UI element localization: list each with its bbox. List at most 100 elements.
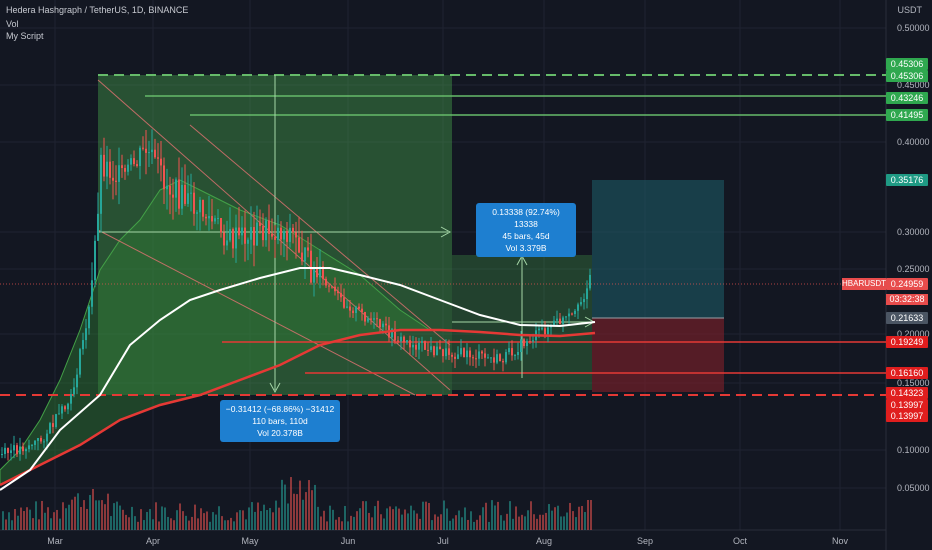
volume-bar [506,513,508,530]
volume-bar [518,516,520,530]
candle-body [172,194,174,198]
candle-body [148,152,150,154]
volume-bar [197,518,199,530]
volume-bar [569,502,571,530]
price-badge-current: 0.24959 [886,278,928,290]
volume-bar [401,514,403,530]
candle-body [277,227,279,240]
volume-bar [341,521,343,530]
volume-bar [281,479,283,530]
volume-bar [263,504,265,530]
candle-body [1,454,3,456]
candle-body [514,355,516,357]
volume-bar [200,508,202,530]
candle-body [328,285,330,287]
volume-bar [575,517,577,530]
volume-bar [386,508,388,530]
volume-bar [104,504,106,530]
candle-body [319,266,321,278]
candle-body [553,320,555,326]
volume-bar [356,511,358,530]
volume-bar [407,513,409,530]
candle-body [166,185,168,190]
volume-bar [584,512,586,530]
symbol-legend[interactable]: Hedera Hashgraph / TetherUS, 1D, BINANCE [6,5,189,15]
candle-body [37,437,39,441]
candle-body [289,227,291,242]
candle-body [58,413,60,415]
channel-line [97,229,416,396]
candle-body [34,440,36,445]
measure-down-line: 110 bars, 110d [252,416,308,426]
volume-bar [239,510,241,530]
candle-body [424,341,426,350]
candle-body [298,237,300,253]
candle-body [91,280,93,307]
volume-bar [179,503,181,530]
candle-body [214,218,216,222]
volume-bar [536,518,538,530]
volume-bar [287,503,289,530]
candle-body [28,445,30,450]
volume-bar [560,516,562,530]
candle-body [193,192,195,214]
volume-bar [338,517,340,530]
candle-body [373,318,375,320]
candle-body [463,348,465,358]
measure-up-line: 45 bars, 45d [502,231,550,241]
volume-bar [542,514,544,530]
volume-bar [434,514,436,530]
candle-body [340,293,342,298]
volume-bar [62,502,64,530]
candle-body [22,446,24,452]
volume-bar [47,507,49,530]
candle-body [88,306,90,329]
vol-legend[interactable]: Vol [6,19,19,29]
volume-bar [158,521,160,530]
volume-bar [548,504,550,530]
volume-bar [470,511,472,530]
volume-bar [494,505,496,530]
volume-bar [167,516,169,530]
price-badge-support: 0.16160 [886,367,928,379]
candle-body [187,193,189,204]
volume-bar [236,512,238,530]
symbol-price-tag: HBARUSDT [842,278,887,290]
volume-bar [503,520,505,530]
volume-bar [353,516,355,530]
price-badge-entry: 0.21633 [886,312,928,324]
volume-bar [89,495,91,530]
candle-body [370,318,372,320]
candle-body [25,449,27,452]
volume-bar [422,501,424,530]
volume-bar [389,506,391,530]
volume-bar [26,507,28,530]
candle-body [445,348,447,357]
volume-bar [524,516,526,530]
volume-bar [476,519,478,530]
candle-body [409,340,411,348]
candle-body [490,357,492,359]
volume-bar [431,520,433,530]
volume-bar [290,477,292,530]
volume-bar [257,502,259,530]
currency-label[interactable]: USDT [897,5,923,15]
candle-body [583,299,585,303]
candle-body [505,352,507,363]
volume-bar [215,514,217,530]
candle-body [472,357,474,359]
candle-body [31,444,33,446]
volume-bar [74,496,76,530]
x-tick-label: Nov [831,536,849,546]
volume-bar [377,500,379,530]
candle-body [466,350,468,358]
x-tick-label: Oct [732,536,748,546]
candle-body [139,147,141,167]
take-profit-box [592,180,724,318]
volume-bar [134,516,136,530]
script-legend[interactable]: My Script [6,31,44,41]
candle-body [487,357,489,359]
volume-bar [521,514,523,530]
